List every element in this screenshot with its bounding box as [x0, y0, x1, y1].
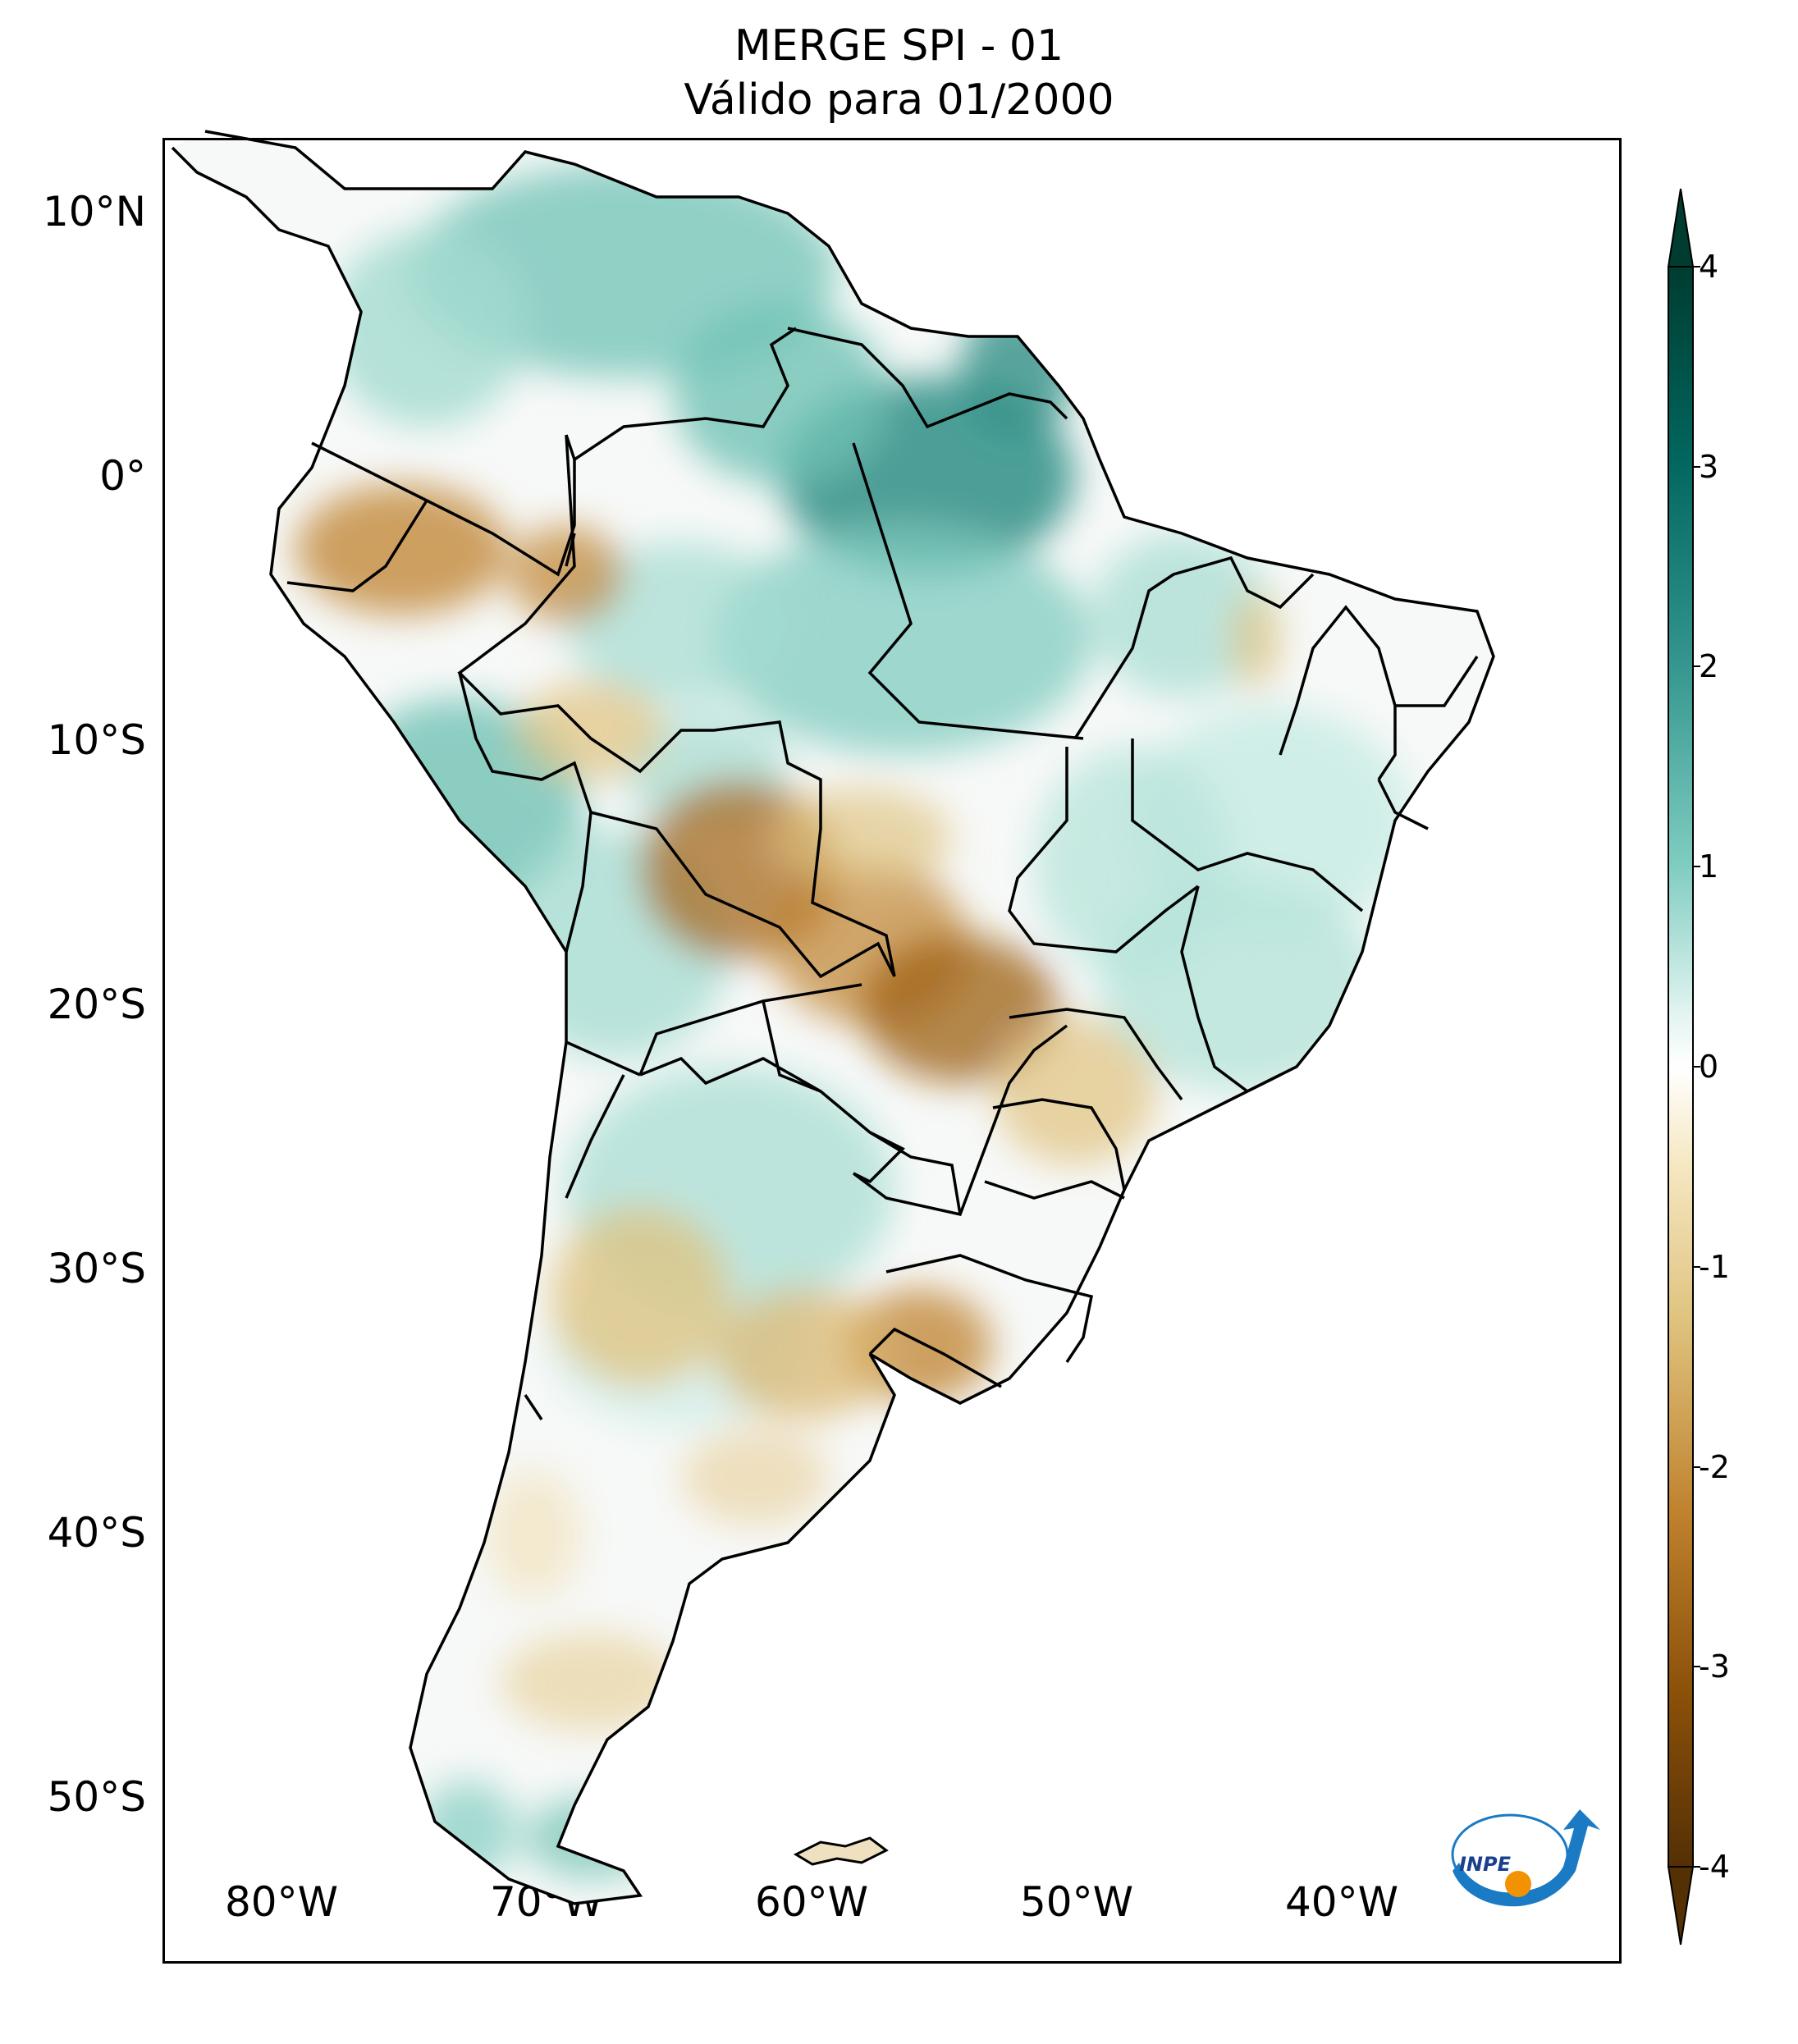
lon-tick-label: 80°W	[224, 1878, 339, 1926]
coastline	[171, 130, 1495, 1905]
colorbar-tick-label: -4	[1699, 1849, 1730, 1885]
lat-tick-label: 30°S	[47, 1245, 146, 1292]
lon-tick-label: 60°W	[754, 1878, 869, 1926]
lat-tick-label: 10°N	[42, 188, 146, 235]
lat-tick-label: 0°	[99, 452, 146, 500]
colorbar-tick-label: -2	[1699, 1449, 1730, 1485]
colorbar-tick-label: -1	[1699, 1249, 1730, 1285]
lon-tick-label: 40°W	[1284, 1878, 1399, 1926]
colorbar-extend-max	[1667, 188, 1695, 268]
borders	[171, 130, 1495, 1905]
map-frame	[162, 138, 1622, 1964]
colorbar-tick-label: 3	[1699, 449, 1719, 485]
lon-tick-label: 50°W	[1019, 1878, 1134, 1926]
colorbar-tick-label: 2	[1699, 648, 1719, 684]
inpe-logo	[1451, 1809, 1600, 1907]
lat-tick-label: 50°S	[47, 1773, 146, 1821]
colorbar-tick-label: 0	[1699, 1049, 1719, 1085]
lat-tick-label: 40°S	[47, 1509, 146, 1557]
lat-tick-label: 20°S	[47, 981, 146, 1028]
inpe-logo-text: INPE	[1459, 1853, 1511, 1876]
map-subtitle: Válido para 01/2000	[684, 75, 1114, 125]
colorbar-tick-label: 4	[1699, 249, 1719, 285]
colorbar-gradient	[1668, 266, 1694, 1868]
lat-tick-label: 10°S	[47, 716, 146, 764]
colorbar-tick-label: 1	[1699, 848, 1719, 885]
colorbar	[1667, 188, 1700, 1946]
map-title: MERGE SPI - 01	[734, 21, 1064, 71]
colorbar-extend-min	[1667, 1866, 1695, 1946]
falklands-islands	[793, 1836, 889, 1866]
colorbar-tick-label: -3	[1699, 1648, 1730, 1685]
